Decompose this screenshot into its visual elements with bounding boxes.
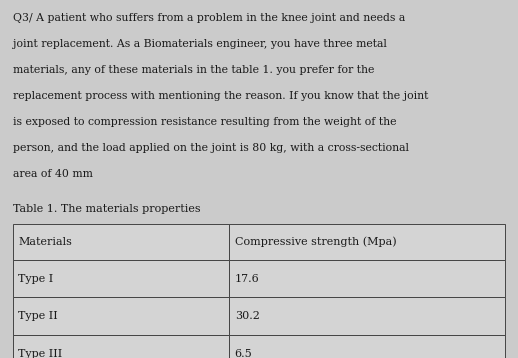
Bar <box>13 260 229 297</box>
Text: replacement process with mentioning the reason. If you know that the joint: replacement process with mentioning the … <box>13 91 428 101</box>
Text: joint replacement. As a Biomaterials engineer, you have three metal: joint replacement. As a Biomaterials eng… <box>13 39 387 49</box>
Text: 30.2: 30.2 <box>235 311 260 321</box>
Text: is exposed to compression resistance resulting from the weight of the: is exposed to compression resistance res… <box>13 117 396 127</box>
Text: Type I: Type I <box>18 274 53 284</box>
Text: area of 40 mm: area of 40 mm <box>13 169 93 179</box>
Bar <box>13 335 229 358</box>
Text: Type II: Type II <box>18 311 58 321</box>
Text: 17.6: 17.6 <box>235 274 260 284</box>
Bar <box>229 224 505 260</box>
Text: Materials: Materials <box>18 237 72 247</box>
Text: 6.5: 6.5 <box>235 349 252 358</box>
Bar <box>229 335 505 358</box>
Text: materials, any of these materials in the table 1. you prefer for the: materials, any of these materials in the… <box>13 65 375 75</box>
Bar <box>229 297 505 335</box>
Text: Type III: Type III <box>18 349 62 358</box>
Text: Compressive strength (Mpa): Compressive strength (Mpa) <box>235 237 396 247</box>
Bar <box>13 224 229 260</box>
Bar <box>13 297 229 335</box>
Bar <box>229 260 505 297</box>
Text: Q3/ A patient who suffers from a problem in the knee joint and needs a: Q3/ A patient who suffers from a problem… <box>13 13 405 23</box>
Text: Table 1. The materials properties: Table 1. The materials properties <box>13 204 200 214</box>
Text: person, and the load applied on the joint is 80 kg, with a cross-sectional: person, and the load applied on the join… <box>13 143 409 153</box>
